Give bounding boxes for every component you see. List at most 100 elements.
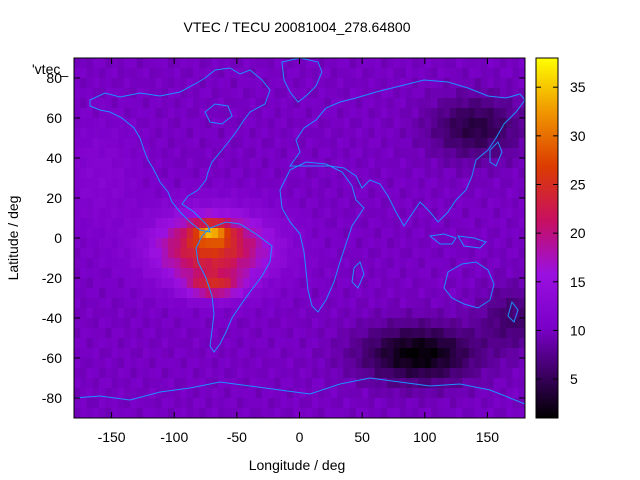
heatmap-cell xyxy=(293,398,300,409)
heatmap-cell xyxy=(286,408,294,418)
heatmap-cell xyxy=(186,108,194,119)
heatmap-cell xyxy=(493,228,501,239)
heatmap-cell xyxy=(92,248,100,259)
heatmap-cell xyxy=(368,108,376,119)
heatmap-cell xyxy=(130,278,138,289)
heatmap-cell xyxy=(186,318,194,329)
heatmap-cell xyxy=(74,98,81,109)
heatmap-cell xyxy=(80,148,87,159)
heatmap-cell xyxy=(449,358,457,369)
heatmap-cell xyxy=(368,298,376,309)
heatmap-cell xyxy=(424,368,432,379)
heatmap-cell xyxy=(105,108,112,119)
heatmap-cell xyxy=(487,88,495,99)
heatmap-cell xyxy=(199,368,206,379)
heatmap-cell xyxy=(405,58,413,69)
heatmap-cell xyxy=(374,118,382,129)
heatmap-cell xyxy=(431,328,438,339)
heatmap-cell xyxy=(312,198,319,209)
heatmap-cell xyxy=(412,188,419,199)
heatmap-cell xyxy=(399,158,407,169)
heatmap-cell xyxy=(167,78,175,89)
heatmap-cell xyxy=(468,78,476,89)
heatmap-cell xyxy=(387,288,394,299)
heatmap-cell xyxy=(512,328,520,339)
heatmap-cell xyxy=(167,198,175,209)
heatmap-cell xyxy=(374,398,382,409)
heatmap-cell xyxy=(255,198,263,209)
heatmap-cell xyxy=(405,208,413,219)
heatmap-cell xyxy=(362,298,369,309)
heatmap-cell xyxy=(111,208,119,219)
heatmap-cell xyxy=(468,148,476,159)
heatmap-cell xyxy=(80,268,87,279)
heatmap-cell xyxy=(224,248,231,259)
heatmap-cell xyxy=(462,68,470,79)
heatmap-cell xyxy=(293,88,300,99)
heatmap-cell xyxy=(374,228,382,239)
heatmap-cell xyxy=(418,178,426,189)
heatmap-cell xyxy=(380,78,388,89)
heatmap-cell xyxy=(186,368,194,379)
heatmap-cell xyxy=(424,258,432,269)
heatmap-cell xyxy=(186,198,194,209)
heatmap-cell xyxy=(424,388,432,399)
heatmap-cell xyxy=(449,298,457,309)
heatmap-cell xyxy=(236,178,244,189)
heatmap-cell xyxy=(243,358,250,369)
heatmap-cell xyxy=(280,308,288,319)
heatmap-cell xyxy=(274,208,282,219)
heatmap-cell xyxy=(474,198,482,209)
heatmap-cell xyxy=(224,108,231,119)
heatmap-cell xyxy=(249,158,257,169)
heatmap-cell xyxy=(199,198,206,209)
heatmap-cell xyxy=(405,108,413,119)
heatmap-cell xyxy=(343,148,351,159)
heatmap-cell xyxy=(280,398,288,409)
heatmap-cell xyxy=(205,388,213,399)
colorbar-tick-label: 30 xyxy=(570,128,586,144)
heatmap-cell xyxy=(456,128,463,139)
heatmap-cell xyxy=(111,88,119,99)
heatmap-cell xyxy=(337,328,344,339)
heatmap-cell xyxy=(324,88,332,99)
heatmap-cell xyxy=(249,168,257,179)
heatmap-cell xyxy=(117,88,125,99)
heatmap-cell xyxy=(80,98,87,109)
heatmap-cell xyxy=(293,298,300,309)
heatmap-cell xyxy=(293,128,300,139)
heatmap-cell xyxy=(249,218,257,229)
heatmap-cell xyxy=(280,248,288,259)
heatmap-cell xyxy=(99,218,106,229)
heatmap-cell xyxy=(99,228,106,239)
heatmap-cell xyxy=(405,298,413,309)
heatmap-cell xyxy=(362,388,369,399)
heatmap-cell xyxy=(105,318,112,329)
heatmap-cell xyxy=(380,98,388,109)
heatmap-cell xyxy=(456,148,463,159)
heatmap-cell xyxy=(136,398,144,409)
heatmap-cell xyxy=(518,338,525,349)
heatmap-cell xyxy=(193,118,200,129)
heatmap-cell xyxy=(161,68,169,79)
heatmap-cell xyxy=(261,248,269,259)
heatmap-cell xyxy=(512,248,520,259)
heatmap-cell xyxy=(393,328,401,339)
heatmap-cell xyxy=(142,148,150,159)
heatmap-cell xyxy=(431,238,438,249)
heatmap-cell xyxy=(393,398,401,409)
heatmap-cell xyxy=(230,178,238,189)
heatmap-cell xyxy=(105,328,112,339)
heatmap-cell xyxy=(161,128,169,139)
heatmap-cell xyxy=(512,258,520,269)
heatmap-cell xyxy=(468,308,476,319)
heatmap-cell xyxy=(518,218,525,229)
x-tick-label: 50 xyxy=(354,429,370,445)
heatmap-cell xyxy=(437,368,444,379)
heatmap-cell xyxy=(399,398,407,409)
heatmap-cell xyxy=(499,248,507,259)
heatmap-cell xyxy=(149,228,156,239)
heatmap-cell xyxy=(462,388,470,399)
heatmap-cell xyxy=(374,338,382,349)
heatmap-cell xyxy=(211,268,219,279)
